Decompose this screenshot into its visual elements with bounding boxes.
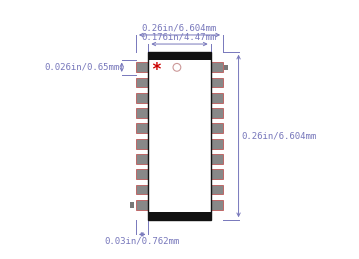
- Bar: [136, 154, 148, 164]
- Bar: [211, 78, 223, 88]
- Bar: [136, 185, 148, 194]
- Text: 0.176in/4.47mm: 0.176in/4.47mm: [142, 33, 217, 42]
- Bar: [136, 108, 148, 118]
- Bar: [211, 169, 223, 179]
- Bar: [211, 124, 223, 133]
- Bar: [148, 212, 211, 220]
- Bar: [130, 202, 134, 208]
- Bar: [136, 200, 148, 210]
- Bar: [136, 124, 148, 133]
- Bar: [224, 65, 228, 70]
- Bar: [148, 52, 211, 220]
- Bar: [148, 52, 211, 220]
- Bar: [211, 185, 223, 194]
- Bar: [211, 62, 223, 72]
- Bar: [148, 52, 211, 60]
- Bar: [211, 108, 223, 118]
- Bar: [136, 139, 148, 149]
- Text: 0.026in/0.65mm: 0.026in/0.65mm: [45, 63, 120, 72]
- Bar: [136, 169, 148, 179]
- Bar: [136, 62, 148, 72]
- Text: 0.26in/6.604mm: 0.26in/6.604mm: [241, 132, 316, 140]
- Bar: [211, 154, 223, 164]
- Bar: [211, 93, 223, 103]
- Text: 0.26in/6.604mm: 0.26in/6.604mm: [142, 23, 217, 32]
- Text: *: *: [151, 61, 161, 79]
- Bar: [211, 200, 223, 210]
- Bar: [136, 93, 148, 103]
- Text: 0.03in/0.762mm: 0.03in/0.762mm: [104, 237, 180, 246]
- Bar: [136, 78, 148, 88]
- Bar: [211, 139, 223, 149]
